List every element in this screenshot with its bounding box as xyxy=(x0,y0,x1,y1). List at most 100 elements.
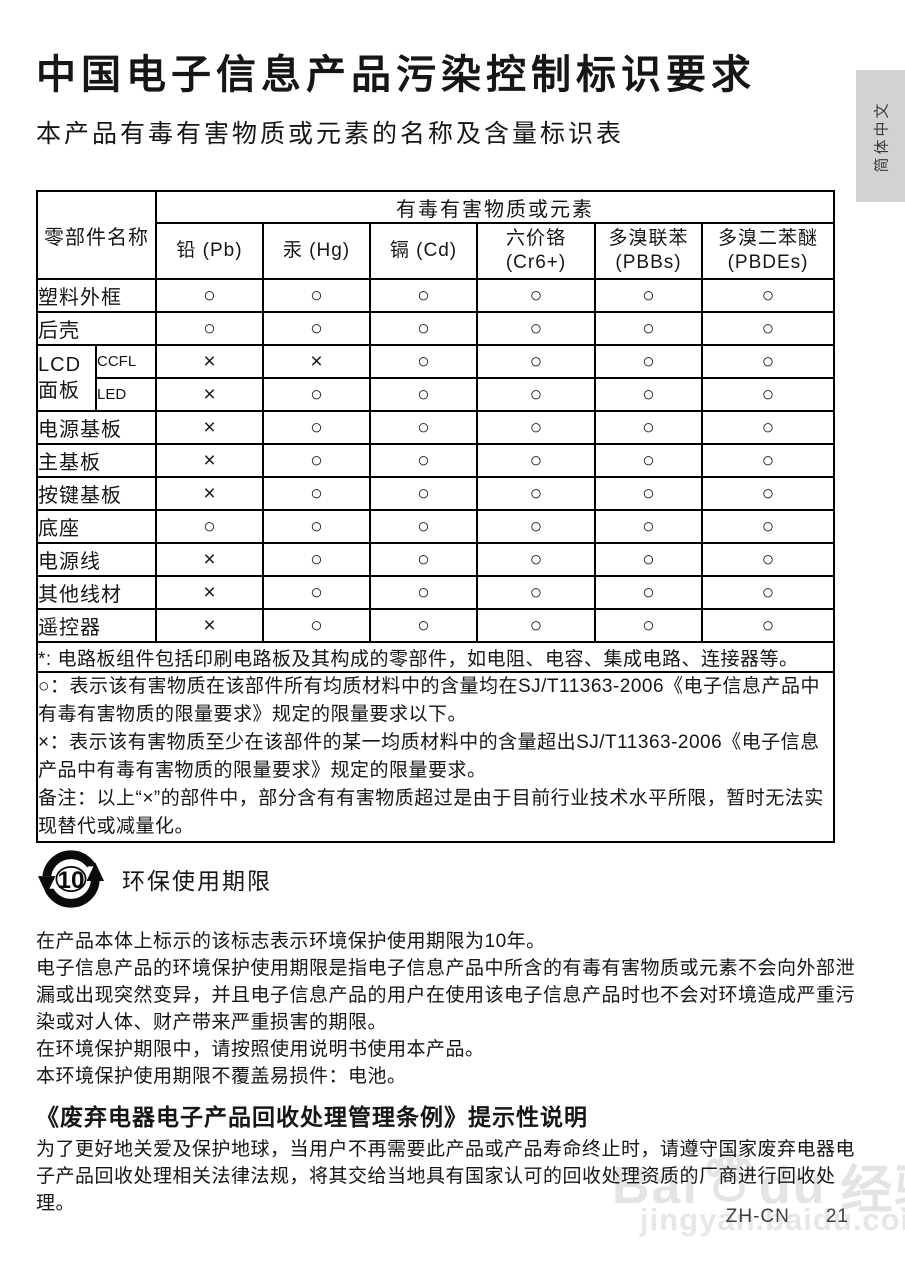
substance-cell: ○ xyxy=(476,476,596,511)
substance-cell: × xyxy=(155,344,264,379)
efup-section: 10 环保使用期限 xyxy=(36,844,272,914)
table-row: 其他线材 × ○ ○ ○ ○ ○ xyxy=(36,575,836,610)
watermark-brand-suffix: 经验 xyxy=(840,1162,905,1220)
substance-cell: ○ xyxy=(262,542,371,577)
substance-cell: ○ xyxy=(369,311,478,346)
page-footer: ZH-CN 21 xyxy=(726,1206,849,1228)
substance-cell: ○ xyxy=(594,443,703,478)
substance-cell: ○ xyxy=(476,509,596,544)
hazardous-substances-table: 零部件名称 有毒有害物质或元素 铅 (Pb) 汞 (Hg) 镉 (Cd) 六价铬… xyxy=(35,190,836,843)
substance-cell: ○ xyxy=(262,311,371,346)
substance-cell: ○ xyxy=(700,542,836,577)
table-row: 电源线 × ○ ○ ○ ○ ○ xyxy=(36,542,836,577)
part-name-cell: 按键基板 xyxy=(36,476,157,511)
substance-cell: ○ xyxy=(262,278,371,313)
substance-cell: ○ xyxy=(594,476,703,511)
substance-cell: ○ xyxy=(594,509,703,544)
substance-cell: ○ xyxy=(476,344,596,379)
part-name-cell: 主基板 xyxy=(36,443,157,478)
column-header: 汞 (Hg) xyxy=(262,222,371,280)
substance-cell: ○ xyxy=(262,377,371,412)
group-header-cell: 有毒有害物质或元素 xyxy=(154,190,836,224)
substance-cell: ○ xyxy=(700,377,836,412)
watermark-brand-left: Bai xyxy=(612,1156,699,1215)
substance-cell: ○ xyxy=(262,476,371,511)
substance-cell: ○ xyxy=(594,608,703,643)
legend-circle-note: ○：表示该有害物质在该部件所有均质材料中的含量均在SJ/T11363-2006《… xyxy=(38,676,821,725)
watermark-brand-right: du xyxy=(758,1156,827,1215)
substance-cell: ○ xyxy=(369,542,478,577)
baidu-paw-icon xyxy=(706,1153,752,1202)
table-row: 塑料外框 ○ ○ ○ ○ ○ ○ xyxy=(36,278,836,313)
substance-cell: ○ xyxy=(262,509,371,544)
watermark-url: jingyan.baidu.com xyxy=(640,1202,905,1237)
table-row: 主基板 × ○ ○ ○ ○ ○ xyxy=(36,443,836,478)
table-row: 遥控器 × ○ ○ ○ ○ ○ xyxy=(36,608,836,643)
part-name-cell: 塑料外框 xyxy=(36,278,157,313)
table-legend-row: ○：表示该有害物质在该部件所有均质材料中的含量均在SJ/T11363-2006《… xyxy=(35,671,836,843)
substance-cell: × xyxy=(155,410,264,445)
part-name-cell: LCD 面板 xyxy=(36,344,97,412)
substance-cell: ○ xyxy=(155,311,264,346)
column-header: 六价铬 (Cr6+) xyxy=(476,222,596,280)
svg-text:10: 10 xyxy=(57,867,84,894)
substance-cell: × xyxy=(155,608,264,643)
substance-cell: ○ xyxy=(700,443,836,478)
page-subtitle: 本产品有毒有害物质或元素的名称及含量标识表 xyxy=(36,120,625,148)
column-header: 铅 (Pb) xyxy=(155,222,264,280)
substance-cell: ○ xyxy=(155,509,264,544)
substance-cell: × xyxy=(262,344,371,379)
part-subtype-cell: LED xyxy=(95,377,157,412)
usage-paragraph: 本环境保护使用期限不覆盖易损件：电池。 xyxy=(36,1066,407,1087)
substance-cell: ○ xyxy=(700,608,836,643)
substance-cell: ○ xyxy=(594,410,703,445)
legend-cross-note: ×：表示该有害物质至少在该部件的某一均质材料中的含量超出SJ/T11363-20… xyxy=(38,732,820,781)
substance-cell: ○ xyxy=(700,311,836,346)
table-header-row: 零部件名称 有毒有害物质或元素 xyxy=(36,190,836,280)
substance-cell: ○ xyxy=(155,278,264,313)
table-row: LED × ○ ○ ○ ○ ○ xyxy=(37,377,836,412)
substance-cell: ○ xyxy=(594,575,703,610)
table-legend: ○：表示该有害物质在该部件所有均质材料中的含量均在SJ/T11363-2006《… xyxy=(35,671,836,843)
substance-cell: ○ xyxy=(700,410,836,445)
legend-remark-note: 备注：以上“×”的部件中，部分含有有害物质超过是由于目前行业技术水平所限，暂时无… xyxy=(38,788,824,837)
substance-cell: ○ xyxy=(476,443,596,478)
substance-cell: ○ xyxy=(369,575,478,610)
page-title: 中国电子信息产品污染控制标识要求 xyxy=(36,53,756,97)
part-name-cell: 其他线材 xyxy=(36,575,157,610)
substance-cell: ○ xyxy=(262,575,371,610)
substance-cell: ○ xyxy=(262,443,371,478)
substance-cell: × xyxy=(155,542,264,577)
substance-cell: × xyxy=(155,575,264,610)
substance-cell: ○ xyxy=(262,410,371,445)
substance-cell: ○ xyxy=(476,575,596,610)
substance-cell: ○ xyxy=(262,608,371,643)
substance-cell: ○ xyxy=(476,542,596,577)
recycle-paragraph: 为了更好地关爱及保护地球，当用户不再需要此产品或产品寿命终止时，请遵守国家废弃电… xyxy=(36,1139,856,1214)
substance-cell: × xyxy=(155,476,264,511)
substance-cell: ○ xyxy=(594,377,703,412)
substance-cell: ○ xyxy=(476,377,596,412)
usage-paragraph: 电子信息产品的环境保护使用期限是指电子信息产品中所含的有毒有害物质或元素不会向外… xyxy=(36,958,856,1033)
substance-cell: × xyxy=(155,377,264,412)
part-name-cell: 电源基板 xyxy=(36,410,157,445)
table-row: 后壳 ○ ○ ○ ○ ○ ○ xyxy=(36,311,836,346)
substance-cell: × xyxy=(155,443,264,478)
substance-cell: ○ xyxy=(369,278,478,313)
column-header: 多溴二苯醚 (PBDEs) xyxy=(700,222,836,280)
substance-cell: ○ xyxy=(700,575,836,610)
substance-cell: ○ xyxy=(594,344,703,379)
column-header: 多溴联苯 (PBBs) xyxy=(594,222,703,280)
part-name-cell: 底座 xyxy=(36,509,157,544)
substance-cell: ○ xyxy=(476,608,596,643)
efup-10-years-icon: 10 xyxy=(36,850,106,908)
substance-cell: ○ xyxy=(700,278,836,313)
column-header: 镉 (Cd) xyxy=(369,222,478,280)
table-row: 电源基板 × ○ ○ ○ ○ ○ xyxy=(36,410,836,445)
substance-cell: ○ xyxy=(594,542,703,577)
substance-cell: ○ xyxy=(369,410,478,445)
table-row: 底座 ○ ○ ○ ○ ○ ○ xyxy=(36,509,836,544)
substance-cell: ○ xyxy=(476,278,596,313)
table-subheader-row: 铅 (Pb) 汞 (Hg) 镉 (Cd) 六价铬 (Cr6+) 多溴联苯 (PB… xyxy=(37,222,836,280)
